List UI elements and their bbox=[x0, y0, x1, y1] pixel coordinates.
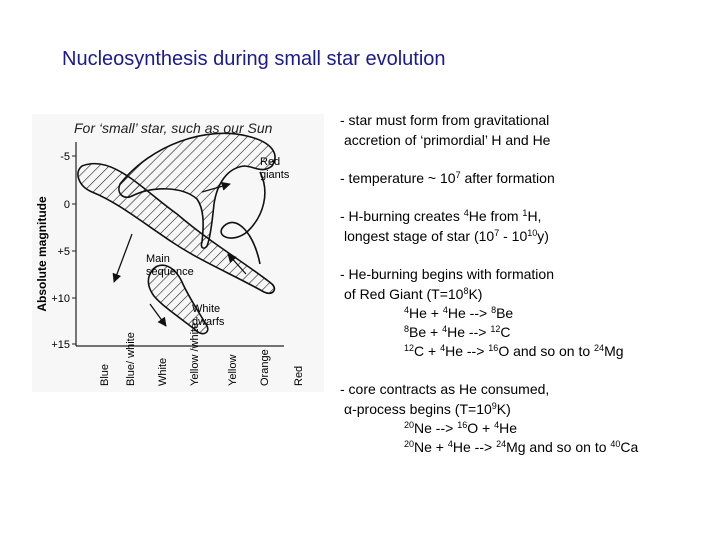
bullet-text: - star must form from gravitational bbox=[340, 112, 550, 128]
x-label: Orange bbox=[259, 349, 271, 386]
main-sequence-label: sequence bbox=[146, 266, 194, 278]
x-label: Red bbox=[293, 366, 305, 386]
white-dwarf-region bbox=[147, 264, 209, 335]
bullet-text: of Red Giant (T=108K) bbox=[344, 286, 483, 302]
hr-diagram-svg: -5 0 +5 +10 +15 Absolute magnitude Red g… bbox=[35, 132, 305, 386]
reaction-equation: 20Ne + 4He --> 24Mg and so on to 40Ca bbox=[404, 439, 639, 455]
bullet-text: accretion of ‘primordial’ H and He bbox=[344, 132, 551, 148]
reaction-equation: 12C + 4He --> 16O and so on to 24Mg bbox=[404, 343, 624, 359]
red-giants-label: giants bbox=[260, 169, 290, 181]
bullet-text: - temperature ~ 107 after formation bbox=[340, 170, 555, 186]
arrow-icon bbox=[149, 303, 167, 327]
hr-diagram-figure: -5 0 +5 +10 +15 Absolute magnitude Red g… bbox=[32, 114, 324, 392]
y-tick-label: +15 bbox=[51, 339, 70, 351]
y-axis-label: Absolute magnitude bbox=[35, 196, 49, 312]
white-dwarfs-label: dwarfs bbox=[192, 316, 225, 328]
reaction-equation: 20Ne --> 16O + 4He bbox=[404, 420, 517, 436]
bullet-text: α-process begins (T=109K) bbox=[344, 401, 511, 417]
bullet-text: - He-burning begins with formation bbox=[340, 266, 554, 282]
slide-title: Nucleosynthesis during small star evolut… bbox=[62, 48, 446, 70]
red-giant-region bbox=[118, 132, 276, 249]
reaction-equation: 4He + 4He --> 8Be bbox=[404, 305, 514, 321]
x-label: Blue/ white bbox=[125, 332, 137, 386]
y-ticks bbox=[72, 155, 76, 345]
arrow-icon bbox=[227, 253, 247, 275]
arrow-icon bbox=[112, 233, 133, 283]
x-label: Yellow bbox=[227, 355, 239, 386]
y-tick-label: -5 bbox=[60, 151, 70, 163]
white-dwarfs-label: White bbox=[192, 303, 220, 315]
x-label: Yellow /white bbox=[189, 323, 201, 386]
main-sequence-label: Main bbox=[146, 253, 170, 265]
bullet-text: - core contracts as He consumed, bbox=[340, 381, 550, 397]
y-tick-label: +5 bbox=[57, 246, 70, 258]
x-label: Blue bbox=[99, 364, 111, 386]
reaction-equation: 8Be + 4He --> 12C bbox=[404, 324, 511, 340]
bullet-text: - H-burning creates 4He from 1H, bbox=[340, 208, 542, 224]
y-tick-label: +10 bbox=[51, 293, 70, 305]
x-label: White bbox=[157, 358, 169, 386]
arrow-icon bbox=[201, 181, 231, 193]
red-giants-label: Red bbox=[260, 156, 280, 168]
bullet-text: longest stage of star (107 - 1010y) bbox=[344, 228, 549, 244]
y-tick-label: 0 bbox=[64, 199, 70, 211]
evolution-track bbox=[220, 171, 266, 265]
figure-caption: For ‘small’ star, such as our Sun bbox=[74, 120, 273, 136]
